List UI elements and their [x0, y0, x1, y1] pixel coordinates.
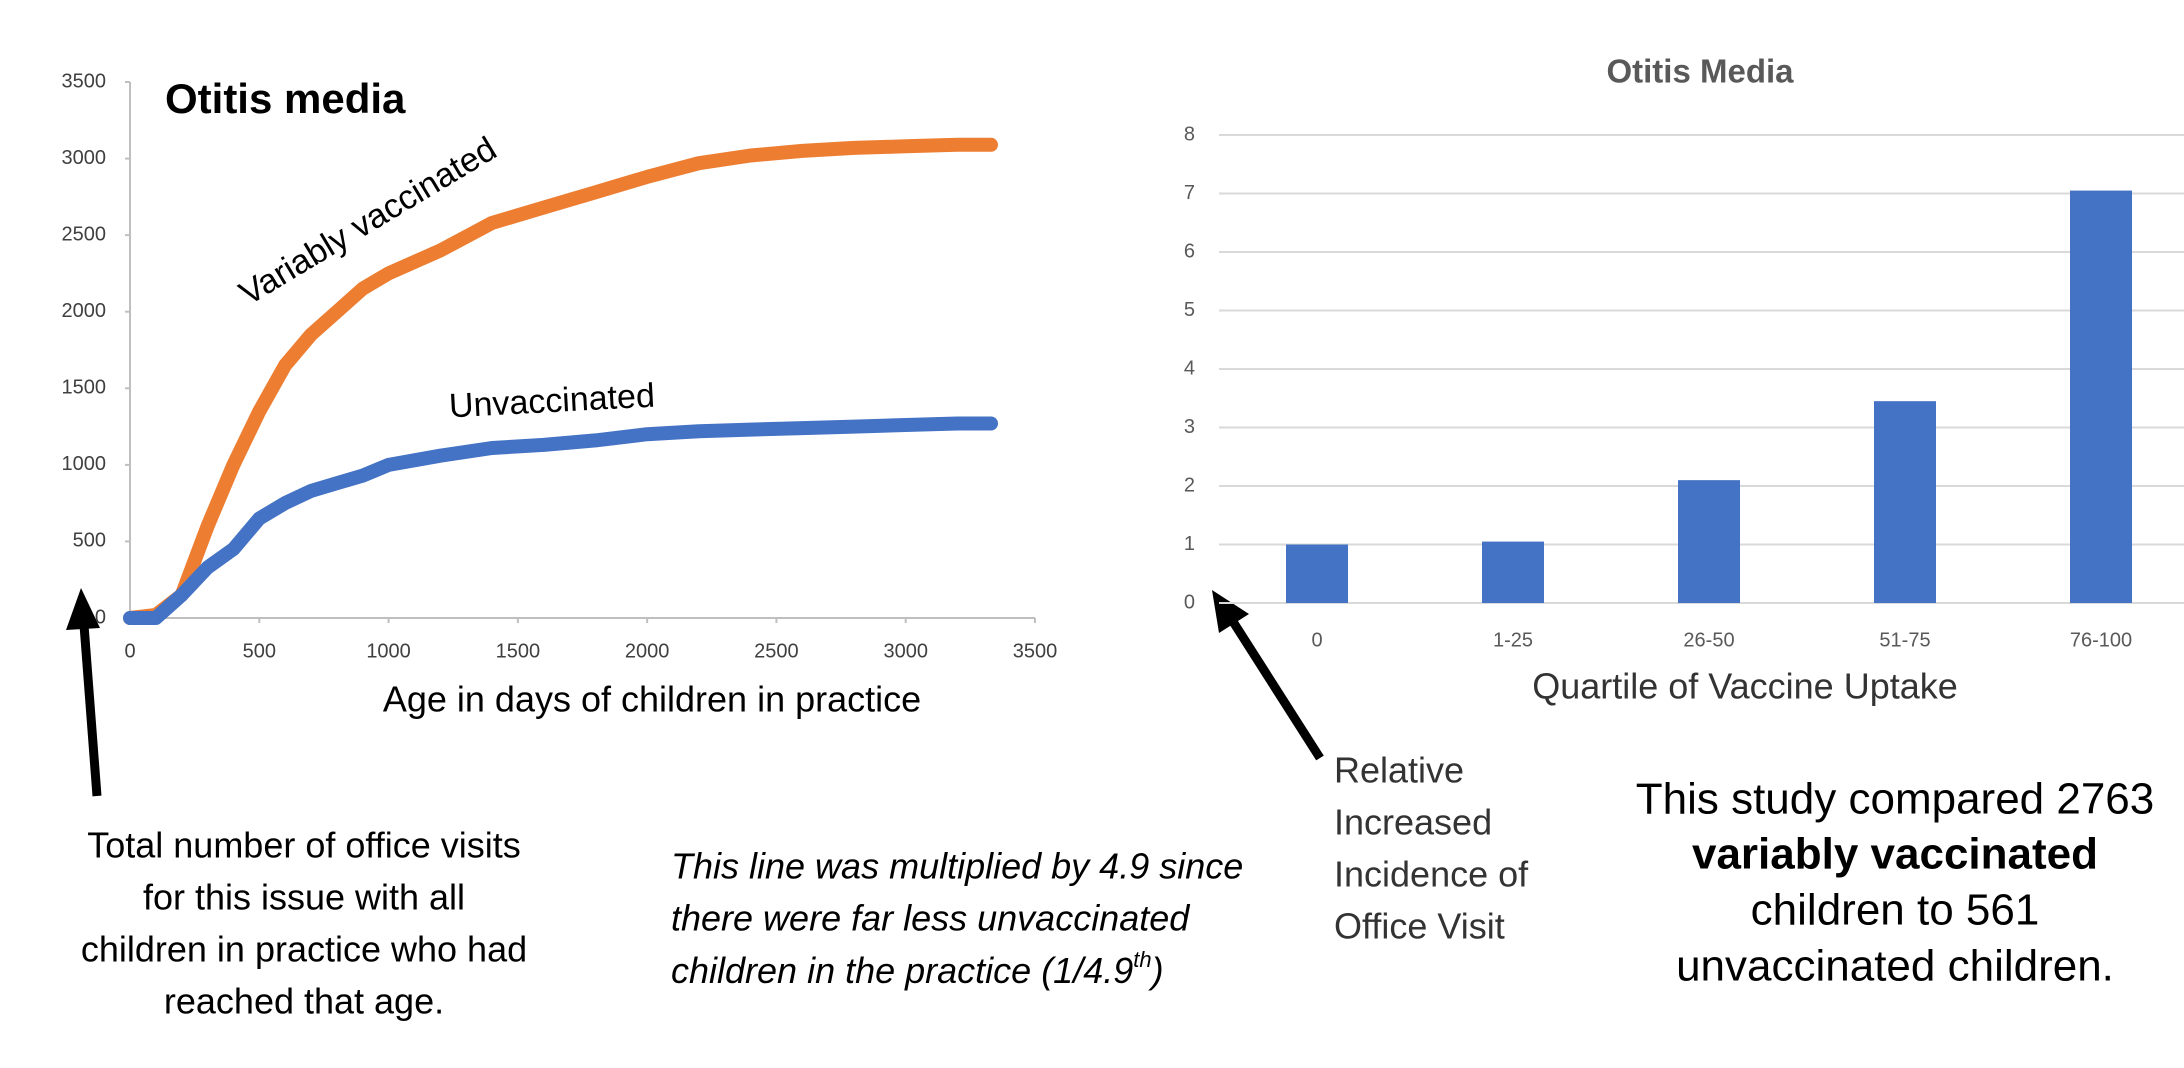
y-tick-label: 7 — [1184, 182, 1195, 204]
chart-title: Otitis Media — [1606, 53, 1794, 90]
y-tick-label: 3 — [1184, 416, 1195, 438]
x-tick-label: 2500 — [754, 640, 799, 662]
y-tick-label: 1000 — [62, 453, 107, 475]
annotation: for this issue with all — [143, 877, 465, 918]
annotation: variably vaccinated — [1692, 830, 2098, 879]
annotation: unvaccinated children. — [1676, 942, 2114, 991]
x-tick-label: 500 — [243, 640, 276, 662]
x-tick-label: 51-75 — [1879, 629, 1930, 651]
annotation: children to 561 — [1751, 886, 2040, 935]
line-series — [123, 137, 998, 625]
y-tick-label: 2500 — [62, 223, 107, 245]
y-tick-label: 3000 — [62, 147, 107, 169]
y-tick-label: 500 — [73, 530, 106, 552]
x-tick-label: 76-100 — [2070, 629, 2132, 651]
bar — [1482, 541, 1544, 603]
annotation: Relative — [1334, 750, 1464, 791]
annotation: This line was multiplied by 4.9 since — [671, 846, 1243, 887]
annotation: reached that age. — [164, 981, 444, 1022]
y-tick-label: 3500 — [62, 70, 107, 92]
superscript: th — [1133, 947, 1151, 972]
bar — [1874, 401, 1936, 603]
x-tick-label: 0 — [1311, 629, 1322, 651]
annotation-part: children in the practice (1/4.9 — [671, 950, 1133, 991]
y-tick-label: 4 — [1184, 357, 1195, 379]
y-tick-label: 1 — [1184, 533, 1195, 555]
annotation: Office Visit — [1334, 906, 1505, 947]
bar — [1678, 480, 1740, 603]
bar — [2070, 190, 2132, 603]
annotation: there were far less unvaccinated — [671, 898, 1190, 939]
x-tick-label: 0 — [124, 640, 135, 662]
y-tick-label: 1500 — [62, 377, 107, 399]
y-tick-label: 2 — [1184, 474, 1195, 496]
y-tick-label: 8 — [1184, 123, 1195, 145]
bar — [1286, 544, 1348, 603]
annotation: Total number of office visits — [87, 825, 521, 866]
annotation: Increased — [1334, 802, 1492, 843]
x-axis-label: Quartile of Vaccine Uptake — [1532, 666, 1958, 707]
x-tick-label: 1500 — [496, 640, 541, 662]
y-tick-label: 6 — [1184, 240, 1195, 262]
chart-title: Otitis media — [165, 75, 406, 122]
line-series — [123, 416, 998, 625]
y-tick-label: 0 — [1184, 591, 1195, 613]
x-tick-label: 1-25 — [1493, 629, 1533, 651]
annotation: children in the practice (1/4.9th) — [671, 947, 1164, 991]
arrow — [1212, 590, 1324, 761]
x-axis-label: Age in days of children in practice — [383, 679, 921, 720]
annotation-part: ) — [1148, 950, 1164, 991]
x-tick-label: 2000 — [625, 640, 670, 662]
annotation: children in practice who had — [81, 929, 527, 970]
x-tick-label: 3000 — [883, 640, 928, 662]
x-tick-label: 3500 — [1013, 640, 1058, 662]
y-tick-label: 2000 — [62, 300, 107, 322]
x-tick-label: 1000 — [366, 640, 411, 662]
x-tick-label: 26-50 — [1683, 629, 1734, 651]
annotation: Incidence of — [1334, 854, 1529, 895]
arrow — [66, 588, 102, 797]
y-tick-label: 5 — [1184, 299, 1195, 321]
y-tick-label: 0 — [95, 606, 106, 628]
annotation: This study compared 2763 — [1636, 775, 2155, 824]
series-label: Unvaccinated — [448, 377, 656, 426]
